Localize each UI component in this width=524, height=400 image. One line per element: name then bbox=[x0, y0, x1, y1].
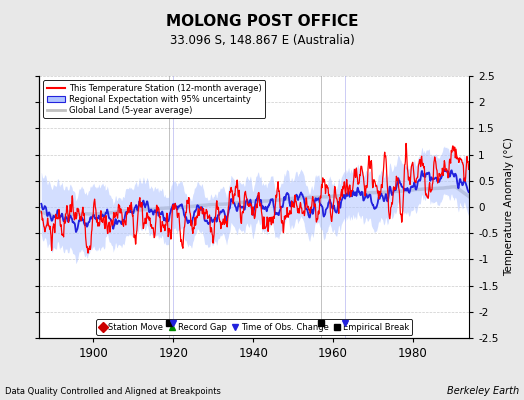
Text: Berkeley Earth: Berkeley Earth bbox=[446, 386, 519, 396]
Legend: Station Move, Record Gap, Time of Obs. Change, Empirical Break: Station Move, Record Gap, Time of Obs. C… bbox=[96, 320, 412, 335]
Text: 33.096 S, 148.867 E (Australia): 33.096 S, 148.867 E (Australia) bbox=[170, 34, 354, 47]
Text: MOLONG POST OFFICE: MOLONG POST OFFICE bbox=[166, 14, 358, 29]
Y-axis label: Temperature Anomaly (°C): Temperature Anomaly (°C) bbox=[504, 138, 514, 276]
Text: Data Quality Controlled and Aligned at Breakpoints: Data Quality Controlled and Aligned at B… bbox=[5, 387, 221, 396]
